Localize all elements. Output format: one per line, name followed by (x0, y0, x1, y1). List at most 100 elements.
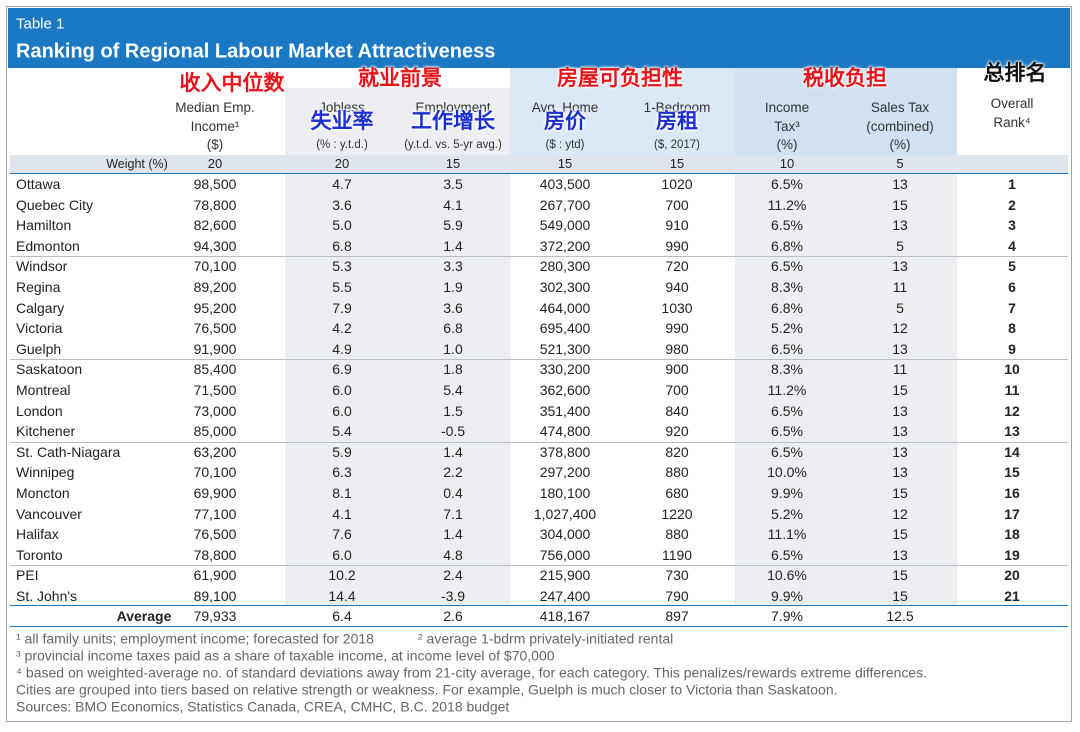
city: Hamilton (16, 217, 72, 234)
column-header: (% : y.t.d.) (316, 139, 368, 151)
cell: 11.2% (767, 382, 807, 398)
cell: 5.2% (771, 320, 803, 337)
cell: 13 (892, 340, 908, 357)
cell: 695,400 (539, 320, 591, 337)
cell: 280,300 (539, 258, 591, 275)
cell: 10.6% (767, 567, 807, 584)
cell: 980 (665, 340, 689, 357)
cell: 5 (896, 237, 904, 254)
cell: 6.8 (332, 237, 352, 254)
column-shade (285, 88, 510, 605)
cell: 15 (892, 526, 908, 543)
cell: 12 (892, 505, 908, 522)
cell: 5 (896, 299, 904, 316)
cell: 880 (665, 464, 689, 481)
cell: 6.5% (771, 340, 803, 357)
group-rule (10, 565, 1068, 567)
rule (10, 605, 1068, 606)
cell: 521,300 (539, 340, 591, 357)
cell: 700 (665, 196, 689, 213)
cell: 9.9% (771, 588, 803, 604)
cell: 9 (1008, 340, 1016, 357)
cell: 700 (665, 382, 689, 398)
cell: 920 (665, 423, 689, 440)
city: Calgary (16, 299, 65, 316)
group-rule (10, 441, 1068, 443)
cell: 13 (892, 443, 908, 460)
column-header: (y.t.d. vs. 5-yr avg.) (404, 139, 502, 151)
cell: 10.2 (328, 567, 356, 584)
cell: 5.2% (771, 505, 803, 522)
city: Windsor (16, 258, 68, 275)
cell: 403,500 (539, 176, 591, 192)
cell: 302,300 (539, 279, 591, 295)
cell: 4.9 (332, 340, 352, 357)
cell: 13 (892, 464, 908, 481)
footnote: Sources: BMO Economics, Statistics Canad… (16, 698, 510, 715)
header-shade (510, 68, 735, 155)
cell: 76,500 (193, 526, 237, 543)
city: Edmonton (16, 237, 80, 254)
cell: 1 (1008, 176, 1016, 192)
weight-band (10, 155, 1068, 173)
cell: 4.1 (332, 505, 352, 522)
city: Halifax (16, 526, 59, 543)
cell: 6.0 (332, 402, 352, 419)
column-header: Avg. Home (531, 100, 599, 115)
city: Saskatoon (16, 361, 83, 378)
cell: 98,500 (193, 176, 237, 192)
cell: 63,200 (193, 443, 237, 460)
cell: 95,200 (193, 299, 237, 316)
cell: 215,900 (539, 567, 591, 584)
cell: 7.9 (332, 299, 352, 316)
cell: 70,100 (193, 464, 237, 481)
cell: 13 (1004, 423, 1020, 440)
weight: 20 (207, 156, 223, 171)
cell: 7.6 (332, 526, 352, 543)
cell: 6.5% (771, 258, 803, 275)
cell: 77,100 (193, 505, 237, 522)
cell: 790 (665, 588, 689, 604)
annotation: 总排名 (983, 62, 1047, 85)
column-header: ($ : ytd) (545, 139, 585, 151)
city: Toronto (16, 546, 63, 563)
cell: 267,700 (539, 196, 591, 213)
cell: 910 (665, 217, 689, 234)
column-header: (%) (776, 137, 798, 152)
cell: 6.5% (771, 176, 803, 192)
city: PEI (16, 567, 39, 584)
cell: 18 (1004, 526, 1020, 543)
cell: 13 (892, 423, 908, 440)
cell: 378,800 (539, 443, 591, 460)
annotation: 工作增长 (411, 110, 495, 133)
cell: 1.0 (443, 340, 463, 357)
cell: 4.8 (443, 546, 463, 563)
cell: 6.9 (332, 361, 352, 378)
cell: 5.4 (332, 423, 352, 440)
cell: 7.1 (443, 505, 463, 522)
cell: 840 (665, 402, 689, 419)
cell: 6.5% (771, 423, 803, 440)
cell: 8.3% (771, 361, 803, 378)
cell: 13 (892, 217, 908, 234)
weight: 10 (779, 156, 795, 171)
table-label: Table 1 (16, 15, 65, 33)
annotation: 税收负担 (803, 67, 887, 90)
frame (6, 6, 1072, 722)
cell: 76,500 (193, 320, 237, 337)
average-cell: 2.6 (443, 608, 463, 624)
cell: 15 (1004, 464, 1020, 481)
cell: 7 (1008, 299, 1016, 316)
cell: 900 (665, 361, 689, 378)
cell: 78,800 (193, 546, 237, 563)
cell: 3.3 (443, 258, 463, 275)
column-header: (combined) (866, 119, 934, 134)
cell: 8 (1008, 320, 1016, 337)
cell: 720 (665, 258, 689, 275)
group-rule (10, 359, 1068, 361)
cell: -0.5 (440, 423, 466, 440)
city: St. John's (16, 588, 78, 604)
cell: 1,027,400 (533, 505, 597, 522)
city: London (16, 402, 63, 419)
